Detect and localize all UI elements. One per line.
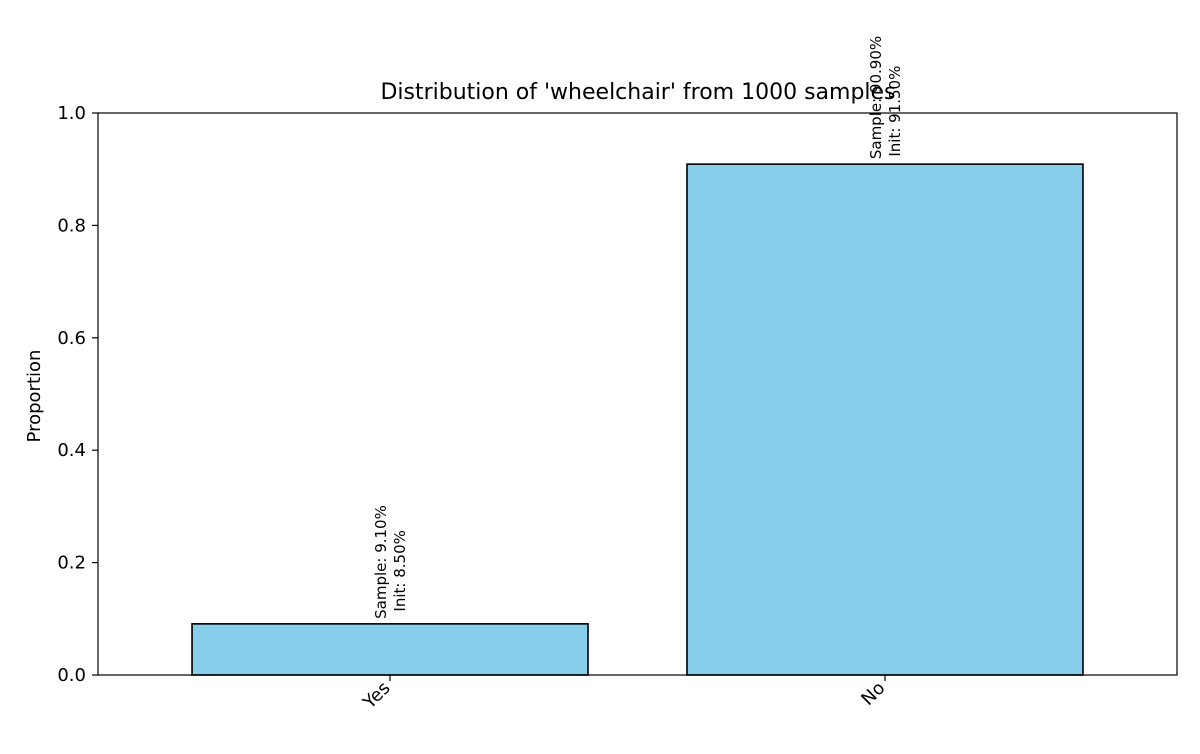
y-tick-label: 1.0: [57, 103, 86, 124]
y-tick-label: 0.4: [57, 440, 86, 461]
y-tick-label: 0.8: [57, 215, 86, 236]
y-axis-ticks: 0.0 0.2 0.4 0.6 0.8 1.0: [57, 103, 98, 686]
y-tick-label: 0.6: [57, 328, 86, 349]
x-tick-label-yes: Yes: [358, 678, 394, 714]
chart-title: Distribution of 'wheelchair' from 1000 s…: [380, 80, 895, 105]
bars-group: [191, 163, 1084, 676]
x-tick-label-no: No: [857, 678, 889, 710]
bar-label-sample-no: Sample: 90.90%: [867, 36, 885, 159]
x-axis-ticks: Yes No: [358, 675, 890, 714]
bar-label-init-yes: Init: 8.50%: [391, 530, 409, 611]
y-tick-label: 0.2: [57, 553, 86, 574]
plot-frame: [97, 112, 1178, 676]
bar-no: [686, 163, 1084, 676]
bar-labels-group: Sample: 9.10% Init: 8.50% Sample: 90.90% In…: [372, 36, 904, 619]
bar-label-sample-yes: Sample: 9.10%: [372, 505, 390, 619]
y-tick-label: 0.0: [57, 665, 86, 686]
y-axis-label: Proportion: [24, 350, 45, 443]
bar-label-init-no: Init: 91.50%: [886, 66, 904, 157]
bar-yes: [191, 623, 589, 676]
